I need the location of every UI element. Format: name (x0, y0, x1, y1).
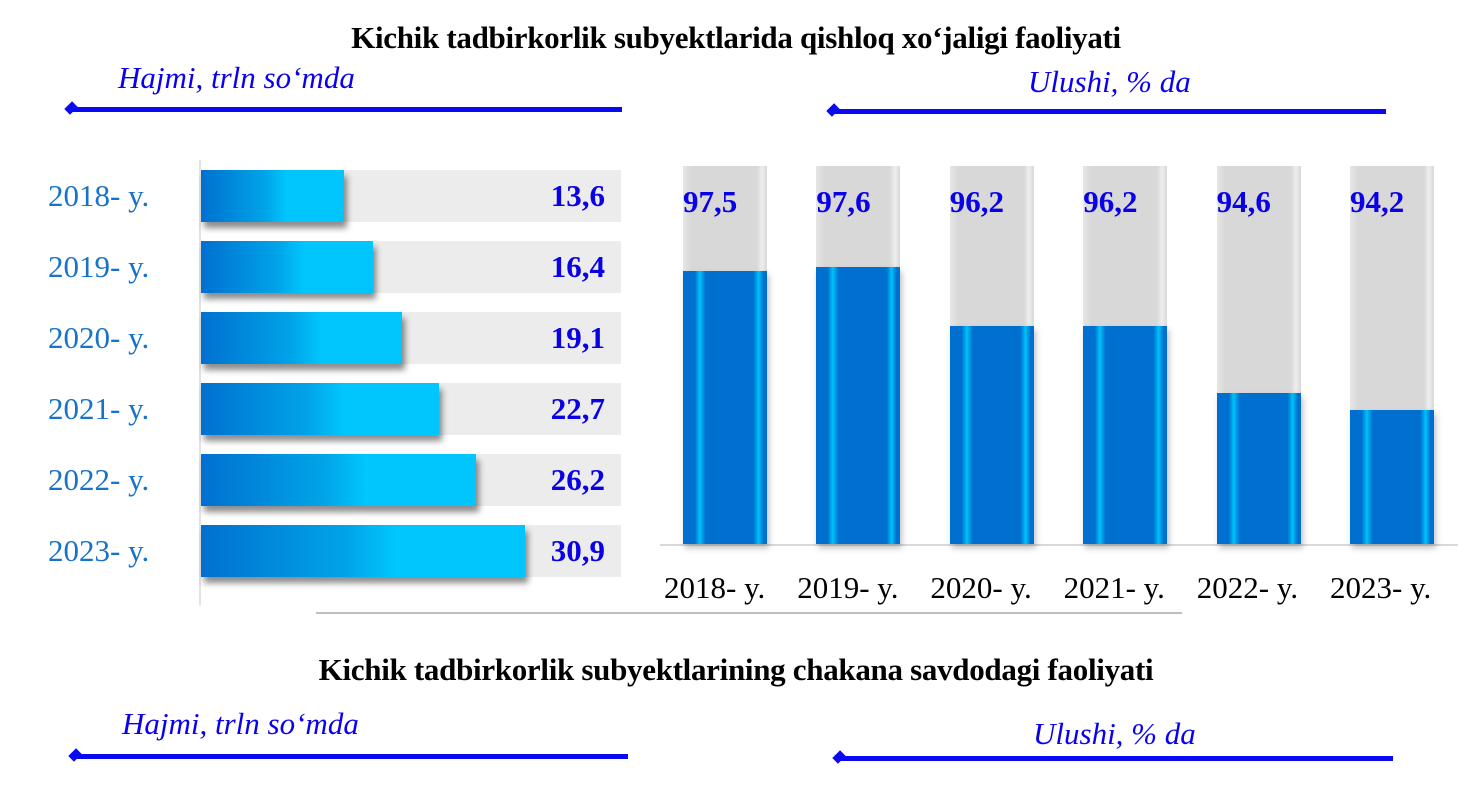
arrow-head-icon (832, 750, 846, 764)
bar-track: 30,9 (201, 525, 621, 577)
bar (683, 271, 767, 544)
top-left-subtitle: Hajmi, trln so‘mda (118, 60, 355, 95)
category-label: 2020- y. (48, 320, 150, 355)
bar (201, 454, 477, 506)
category-label: 2018- y. (48, 178, 150, 213)
x-tick-label: 2023- y. (1330, 570, 1432, 605)
bar-track: 97,6 (816, 166, 901, 544)
bar-track: 97,5 (683, 166, 767, 544)
bar (201, 383, 440, 435)
data-label: 16,4 (550, 249, 605, 284)
bar-track: 94,2 (1350, 166, 1434, 544)
x-tick-label: 2018- y. (664, 570, 766, 605)
x-tick-label: 2020- y. (930, 570, 1032, 605)
bar-track: 96,2 (1083, 166, 1168, 544)
bar-row: 2018- y. 13,6 (0, 170, 650, 222)
category-label: 2022- y. (48, 462, 150, 497)
volume-bar-chart: 2018- y. 13,6 2019- y. 16,4 2020- y. 19,1 2021… (0, 150, 650, 630)
bar-row: 2019- y. 16,4 (0, 241, 650, 293)
category-label: 2023- y. (48, 533, 150, 568)
bar-track: 26,2 (201, 454, 621, 506)
arrow-head-icon (64, 101, 78, 115)
bar (1216, 392, 1301, 544)
bar-row: 2020- y. 19,1 (0, 312, 650, 364)
x-tick-label: 2022- y. (1196, 570, 1299, 605)
bar (201, 525, 526, 577)
bottom-left-subtitle: Hajmi, trln so‘mda (122, 706, 359, 741)
data-label: 22,7 (550, 391, 605, 426)
bottom-chart-title: Kichik tadbirkorlik subyektlarining chak… (318, 652, 1154, 687)
x-tick-label: 2019- y. (797, 570, 899, 605)
bar-row: 2021- y. 22,7 (0, 383, 650, 435)
bar-track: 96,2 (949, 166, 1034, 544)
bottom-right-arrow (832, 750, 1393, 764)
bar (1350, 409, 1434, 544)
bar (201, 241, 374, 293)
bar-track: 13,6 (201, 170, 621, 222)
data-label: 94,6 (1216, 184, 1271, 219)
bottom-left-arrow (68, 748, 628, 762)
bar-track: 22,7 (201, 383, 621, 435)
data-label: 96,2 (949, 184, 1005, 219)
bar-row: 2023- y. 30,9 (0, 525, 650, 577)
bar-row: 2022- y. 26,2 (0, 454, 650, 506)
arrow-head-icon (68, 748, 82, 762)
top-right-arrow (826, 103, 1386, 117)
data-label: 19,1 (550, 320, 605, 355)
bar (201, 312, 402, 364)
bar-track: 19,1 (201, 312, 621, 364)
top-left-arrow (64, 101, 622, 115)
bar (949, 325, 1034, 544)
bar (1083, 325, 1168, 544)
bar (816, 266, 901, 544)
x-tick-label: 2021- y. (1063, 570, 1165, 605)
share-bar-chart: 97,5 2018- y. 97,6 2019- y. 96,2 2020- y. 96,2… (660, 160, 1472, 630)
left-chart-baseline (316, 612, 1182, 614)
category-label: 2021- y. (48, 391, 150, 426)
data-label: 30,9 (550, 533, 605, 568)
data-label: 96,2 (1083, 184, 1138, 219)
data-label: 97,6 (816, 184, 871, 219)
bar-track: 16,4 (201, 241, 621, 293)
bar (201, 170, 344, 222)
right-chart-baseline (660, 544, 1458, 546)
data-label: 94,2 (1350, 184, 1405, 219)
data-label: 97,5 (683, 184, 738, 219)
left-chart-axis (199, 160, 201, 605)
bar-track: 94,6 (1216, 166, 1301, 544)
arrow-head-icon (826, 103, 840, 117)
data-label: 13,6 (550, 178, 605, 213)
top-chart-title: Kichik tadbirkorlik subyektlarida qishlo… (351, 20, 1121, 55)
bottom-right-subtitle: Ulushi, % da (1033, 716, 1196, 751)
data-label: 26,2 (550, 462, 605, 497)
top-right-subtitle: Ulushi, % da (1028, 64, 1191, 99)
category-label: 2019- y. (48, 249, 150, 284)
